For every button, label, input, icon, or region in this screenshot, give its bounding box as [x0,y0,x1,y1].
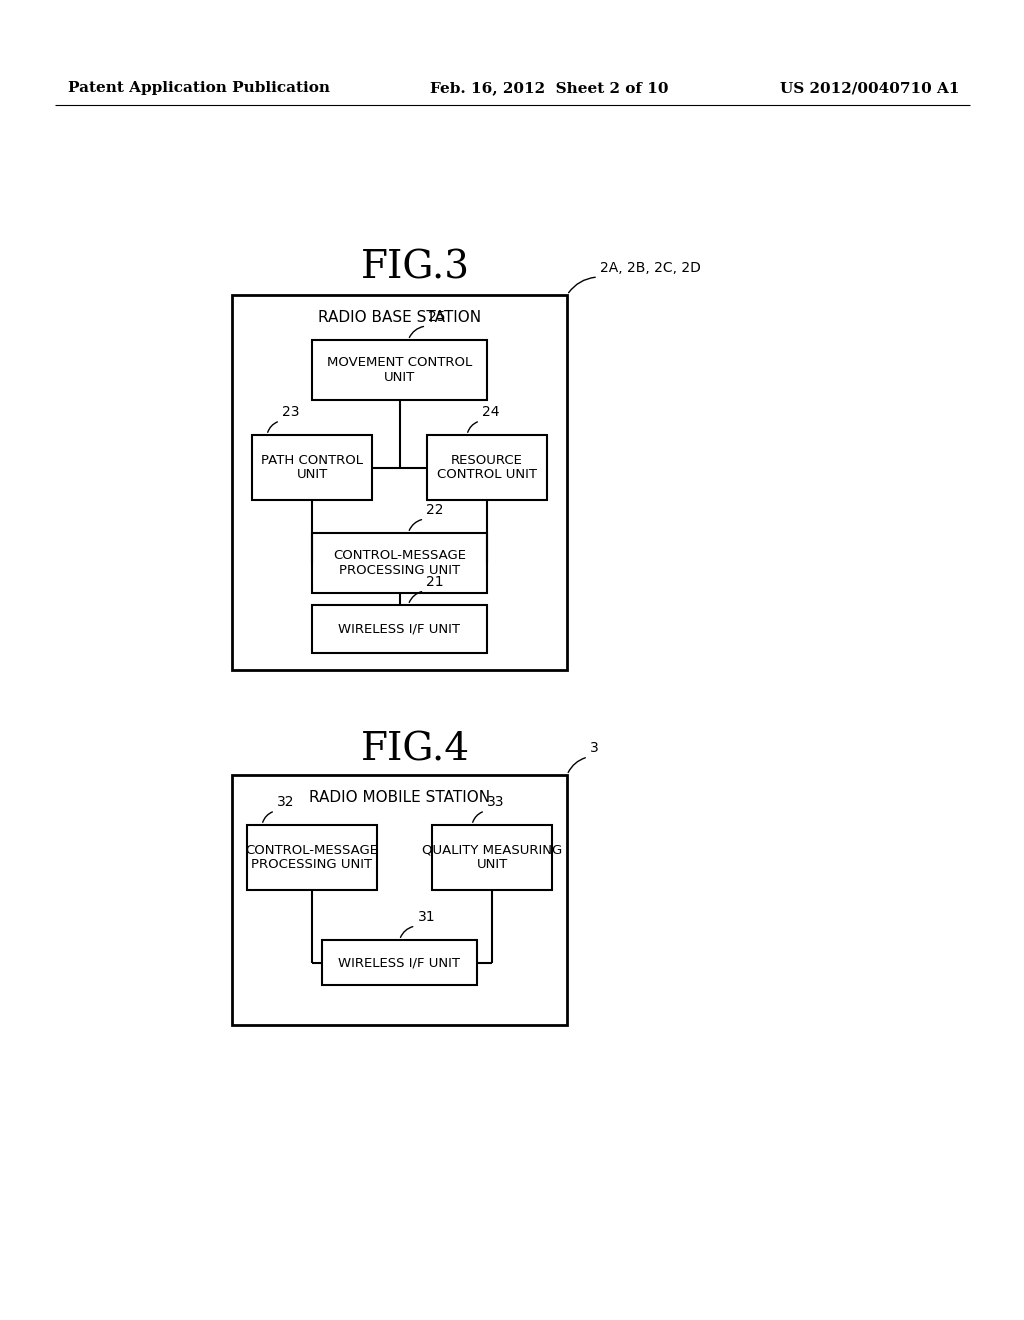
Text: 25: 25 [428,310,445,323]
Text: FIG.3: FIG.3 [360,249,469,286]
Bar [432,825,552,890]
Text: MOVEMENT CONTROL
UNIT: MOVEMENT CONTROL UNIT [327,356,472,384]
Bar [322,940,477,985]
Text: 32: 32 [278,795,295,809]
Bar [312,533,487,593]
Text: 24: 24 [482,405,500,418]
Bar [252,436,372,500]
Text: RADIO BASE STATION: RADIO BASE STATION [317,309,481,325]
Text: 31: 31 [418,909,435,924]
Bar [427,436,547,500]
Bar [312,341,487,400]
Bar [232,294,567,671]
Text: WIRELESS I/F UNIT: WIRELESS I/F UNIT [339,623,461,635]
Text: WIRELESS I/F UNIT: WIRELESS I/F UNIT [339,956,461,969]
Bar [232,775,567,1026]
Text: 2A, 2B, 2C, 2D: 2A, 2B, 2C, 2D [600,261,700,275]
Text: Patent Application Publication: Patent Application Publication [68,81,330,95]
Bar [312,605,487,653]
Text: RADIO MOBILE STATION: RADIO MOBILE STATION [309,789,490,804]
Bar [247,825,377,890]
Text: PATH CONTROL
UNIT: PATH CONTROL UNIT [261,454,362,482]
Text: US 2012/0040710 A1: US 2012/0040710 A1 [780,81,961,95]
Text: 33: 33 [487,795,505,809]
Text: Feb. 16, 2012  Sheet 2 of 10: Feb. 16, 2012 Sheet 2 of 10 [430,81,669,95]
Text: RESOURCE
CONTROL UNIT: RESOURCE CONTROL UNIT [437,454,537,482]
Text: 3: 3 [590,741,599,755]
Text: 23: 23 [282,405,299,418]
Text: 21: 21 [426,576,443,589]
Text: QUALITY MEASURING
UNIT: QUALITY MEASURING UNIT [422,843,562,871]
Text: 22: 22 [426,503,443,517]
Text: FIG.4: FIG.4 [360,731,470,768]
Text: CONTROL-MESSAGE
PROCESSING UNIT: CONTROL-MESSAGE PROCESSING UNIT [333,549,466,577]
Text: CONTROL-MESSAGE
PROCESSING UNIT: CONTROL-MESSAGE PROCESSING UNIT [246,843,379,871]
